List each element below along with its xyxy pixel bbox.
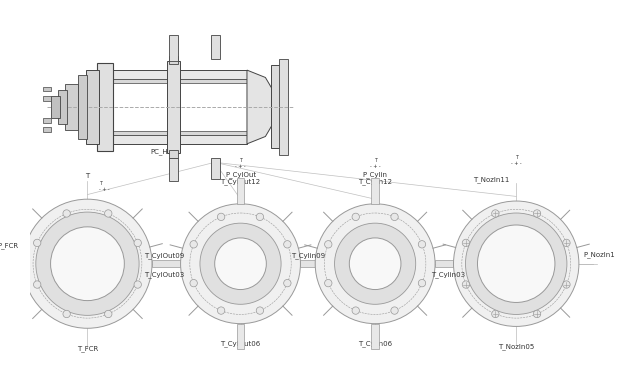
Text: T_Cylin03: T_Cylin03 [431, 271, 465, 278]
Circle shape [33, 281, 41, 288]
Bar [78, 75, 88, 139]
Bar [371, 178, 379, 204]
Circle shape [63, 310, 70, 318]
Bar [114, 131, 247, 135]
Text: T
- + -: T - + - [511, 155, 521, 166]
Circle shape [23, 199, 152, 328]
Bar [167, 61, 180, 153]
Circle shape [134, 239, 141, 247]
Circle shape [418, 279, 426, 287]
Circle shape [462, 239, 470, 247]
Circle shape [51, 227, 125, 301]
Bar [271, 66, 282, 149]
Bar [237, 178, 244, 204]
Circle shape [105, 310, 112, 318]
Circle shape [256, 307, 263, 314]
Bar [168, 158, 178, 181]
Text: P_Nozln1: P_Nozln1 [584, 251, 615, 258]
Circle shape [33, 239, 41, 247]
Bar [371, 324, 379, 349]
Bar [43, 127, 51, 132]
Bar [168, 150, 178, 158]
Bar [435, 260, 453, 268]
Bar [152, 260, 181, 268]
Circle shape [478, 225, 555, 302]
Text: T_Cylin06: T_Cylin06 [358, 340, 392, 347]
Circle shape [465, 213, 567, 315]
Circle shape [453, 201, 579, 326]
Polygon shape [247, 70, 275, 144]
Text: P_CylOut: P_CylOut [225, 171, 256, 178]
Text: T
- + -: T - + - [99, 181, 109, 192]
Bar [168, 35, 178, 61]
Circle shape [334, 223, 416, 304]
Circle shape [563, 281, 570, 288]
Circle shape [492, 210, 499, 217]
Text: T
- + -: T - + - [235, 158, 246, 169]
Bar [300, 260, 315, 268]
Circle shape [284, 241, 291, 248]
Text: P_Cylin: P_Cylin [363, 171, 387, 178]
Circle shape [325, 279, 332, 287]
Text: T_CylOut06: T_CylOut06 [220, 340, 260, 347]
Text: T_FCR: T_FCR [77, 345, 98, 352]
Circle shape [200, 223, 281, 304]
Bar [86, 70, 99, 144]
Circle shape [215, 238, 267, 290]
Circle shape [217, 213, 225, 221]
Bar [114, 79, 247, 83]
Circle shape [418, 241, 426, 248]
Bar [280, 59, 289, 155]
Bar [43, 118, 51, 123]
Bar [65, 84, 78, 130]
Circle shape [391, 213, 398, 221]
Circle shape [352, 213, 360, 221]
Bar [114, 70, 247, 79]
Circle shape [190, 241, 197, 248]
Bar [43, 87, 51, 91]
Bar [211, 35, 220, 59]
Circle shape [36, 212, 139, 315]
Circle shape [134, 281, 141, 288]
Circle shape [325, 241, 332, 248]
Text: T: T [85, 173, 89, 179]
Text: P_FCR: P_FCR [0, 242, 19, 249]
Circle shape [284, 279, 291, 287]
Text: PC_Head: PC_Head [150, 149, 181, 155]
Circle shape [63, 210, 70, 217]
Circle shape [256, 213, 263, 221]
Circle shape [462, 281, 470, 288]
Bar [51, 96, 60, 118]
Circle shape [181, 204, 300, 324]
Text: T
- + -: T - + - [370, 158, 381, 169]
Bar [237, 324, 244, 349]
Bar [97, 63, 114, 151]
Circle shape [391, 307, 398, 314]
Circle shape [105, 210, 112, 217]
Text: T_Nozln05: T_Nozln05 [498, 343, 534, 350]
Circle shape [217, 307, 225, 314]
Text: T_CylOut09: T_CylOut09 [144, 252, 184, 259]
Circle shape [533, 310, 540, 318]
Circle shape [349, 238, 401, 290]
Bar [211, 158, 220, 179]
Text: T_Cylin12: T_Cylin12 [358, 179, 392, 185]
Text: T_CylOut12: T_CylOut12 [220, 179, 260, 185]
Text: T_CylOut03: T_CylOut03 [144, 271, 184, 278]
Circle shape [315, 204, 435, 324]
Bar [114, 135, 247, 144]
Bar [58, 90, 67, 124]
Circle shape [352, 307, 360, 314]
Text: T_Cylin09: T_Cylin09 [291, 252, 325, 259]
Bar [43, 96, 51, 100]
Circle shape [190, 279, 197, 287]
Circle shape [492, 310, 499, 318]
Circle shape [533, 210, 540, 217]
Text: T_Nozln11: T_Nozln11 [473, 176, 509, 183]
Circle shape [563, 239, 570, 247]
Bar [168, 56, 178, 64]
